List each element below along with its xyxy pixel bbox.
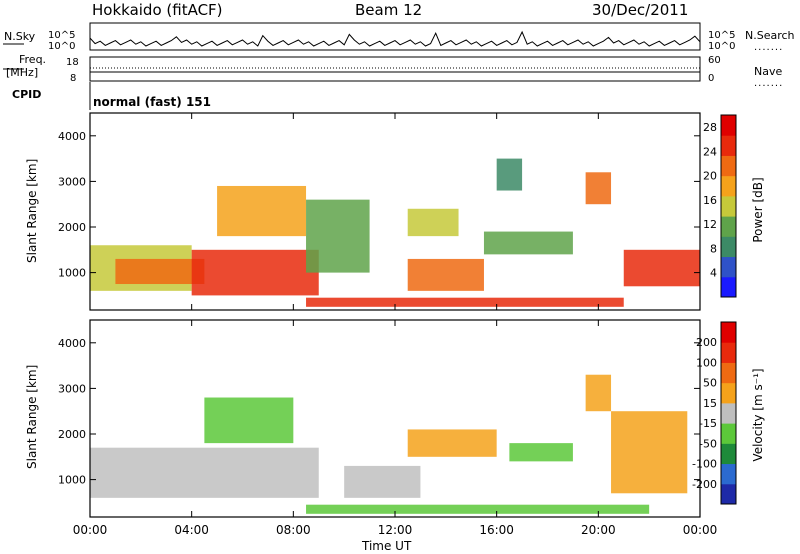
- velocity-ytick-label-4000: 4000: [58, 337, 86, 350]
- power-colorbar-tick-0: 4: [710, 267, 717, 280]
- velocity-ytick-label-2000: 2000: [58, 428, 86, 441]
- power-colorbar-tick-2: 12: [703, 218, 717, 231]
- freq-unit: [MHz]: [6, 66, 39, 79]
- velocity-region-3: [509, 443, 573, 462]
- noise-panel: [89, 22, 701, 51]
- nsearch-label: N.Search: [745, 29, 795, 42]
- nave-tick-low: 0: [708, 73, 715, 84]
- nsky-label: N.Sky: [4, 30, 36, 43]
- power-region-9: [585, 172, 612, 205]
- power-region-10: [623, 249, 700, 287]
- velocity-colorbar-tick-7: -200: [692, 478, 717, 491]
- power-colorbar-tick-5: 24: [703, 145, 717, 158]
- x-tick-label-6: 00:00: [683, 523, 718, 537]
- freq-tick-high: 18: [66, 57, 79, 68]
- power-region-2: [191, 249, 319, 296]
- date-title: 30/Dec/2011: [592, 1, 689, 19]
- velocity-colorbar-seg-3: [721, 423, 736, 444]
- velocity-region-4: [585, 374, 612, 412]
- cpid-label: CPID: [12, 88, 42, 101]
- beam-title: Beam 12: [355, 1, 423, 19]
- velocity-colorbar-tick-1: 100: [696, 356, 717, 369]
- velocity-colorbar-seg-1: [721, 463, 736, 485]
- cpid-value: normal (fast) 151: [93, 95, 211, 109]
- power-region-6: [407, 258, 484, 291]
- nave-label: Nave: [754, 65, 783, 78]
- power-colorbar-tick-1: 8: [710, 242, 717, 255]
- velocity-colorbar-tick-2: 50: [703, 377, 717, 390]
- x-tick-label-5: 20:00: [581, 523, 616, 537]
- power-region-8: [496, 158, 523, 191]
- power-colorbar-tick-3: 16: [703, 194, 717, 207]
- x-tick-label-4: 16:00: [479, 523, 514, 537]
- noise-tick-right-low: 10^0: [708, 41, 736, 52]
- velocity-ytick-label-3000: 3000: [58, 382, 86, 395]
- velocity-colorbar-tick-3: 15: [703, 397, 717, 410]
- freq-label: Freq.: [19, 53, 47, 66]
- power-colorbar-seg-8: [721, 115, 736, 136]
- noise-tick-right-high: 10^5: [708, 30, 736, 41]
- velocity-region-7: [344, 465, 421, 498]
- nave-key: .......: [754, 78, 784, 89]
- power-region-4: [306, 199, 370, 273]
- x-tick-label-1: 04:00: [174, 523, 209, 537]
- velocity-colorbar-seg-8: [721, 322, 736, 343]
- noise-tick-left-high: 10^5: [48, 30, 76, 41]
- freq-tick-low: 8: [70, 73, 77, 84]
- power-ytick-label-4000: 4000: [58, 130, 86, 143]
- velocity-colorbar-seg-0: [721, 483, 736, 505]
- velocity-region-2: [407, 429, 497, 457]
- nave-tick-high: 60: [708, 55, 721, 66]
- freq-panel: [89, 56, 701, 82]
- station-title: Hokkaido (fitACF): [92, 1, 223, 19]
- velocity-region-1: [204, 397, 294, 444]
- velocity-colorbar-tick-0: 200: [696, 336, 717, 349]
- power-ytick-label-2000: 2000: [58, 221, 86, 234]
- power-colorbar-tick-6: 28: [703, 121, 717, 134]
- power-colorbar-frame: [720, 114, 737, 298]
- nsearch-key: .......: [754, 42, 784, 53]
- velocity-colorbar-seg-5: [721, 382, 736, 404]
- power-colorbar-seg-5: [721, 175, 736, 197]
- velocity-ytick-label-1000: 1000: [58, 474, 86, 487]
- power-ytick-label-3000: 3000: [58, 175, 86, 188]
- velocity-colorbar-frame: [720, 321, 737, 505]
- velocity-colorbar-seg-7: [721, 342, 736, 363]
- power-colorbar-seg-6: [721, 155, 736, 177]
- velocity-region-6: [306, 504, 650, 514]
- power-colorbar-tick-4: 20: [703, 170, 717, 183]
- power-region-3: [217, 185, 307, 237]
- noise-tick-left-low: 10^0: [48, 41, 76, 52]
- velocity-colorbar-tick-4: -15: [699, 417, 717, 430]
- power-colorbar-seg-3: [721, 216, 736, 237]
- power-colorbar-seg-0: [721, 276, 736, 298]
- power-colorbar-seg-2: [721, 236, 736, 258]
- power-region-1: [115, 258, 205, 285]
- power-region-5: [407, 208, 459, 237]
- velocity-colorbar-seg-2: [721, 443, 736, 465]
- velocity-colorbar-tick-6: -100: [692, 458, 717, 471]
- velocity-colorbar-tick-5: -50: [699, 437, 717, 450]
- power-region-7: [483, 231, 573, 255]
- x-tick-label-0: 00:00: [73, 523, 108, 537]
- power-colorbar-seg-7: [721, 135, 736, 156]
- velocity-colorbar-seg-4: [721, 402, 736, 424]
- nsky-trace: [89, 30, 701, 47]
- velocity-region-0: [90, 447, 319, 498]
- x-axis-label: Time UT: [362, 539, 412, 553]
- velocity-colorbar-seg-6: [721, 362, 736, 384]
- power-colorbar-seg-4: [721, 195, 736, 217]
- power-colorbar-seg-1: [721, 256, 736, 278]
- velocity-region-5: [611, 411, 688, 494]
- power-region-11: [306, 297, 624, 307]
- power-ytick-label-1000: 1000: [58, 267, 86, 280]
- x-tick-label-2: 08:00: [276, 523, 311, 537]
- x-tick-label-3: 12:00: [378, 523, 413, 537]
